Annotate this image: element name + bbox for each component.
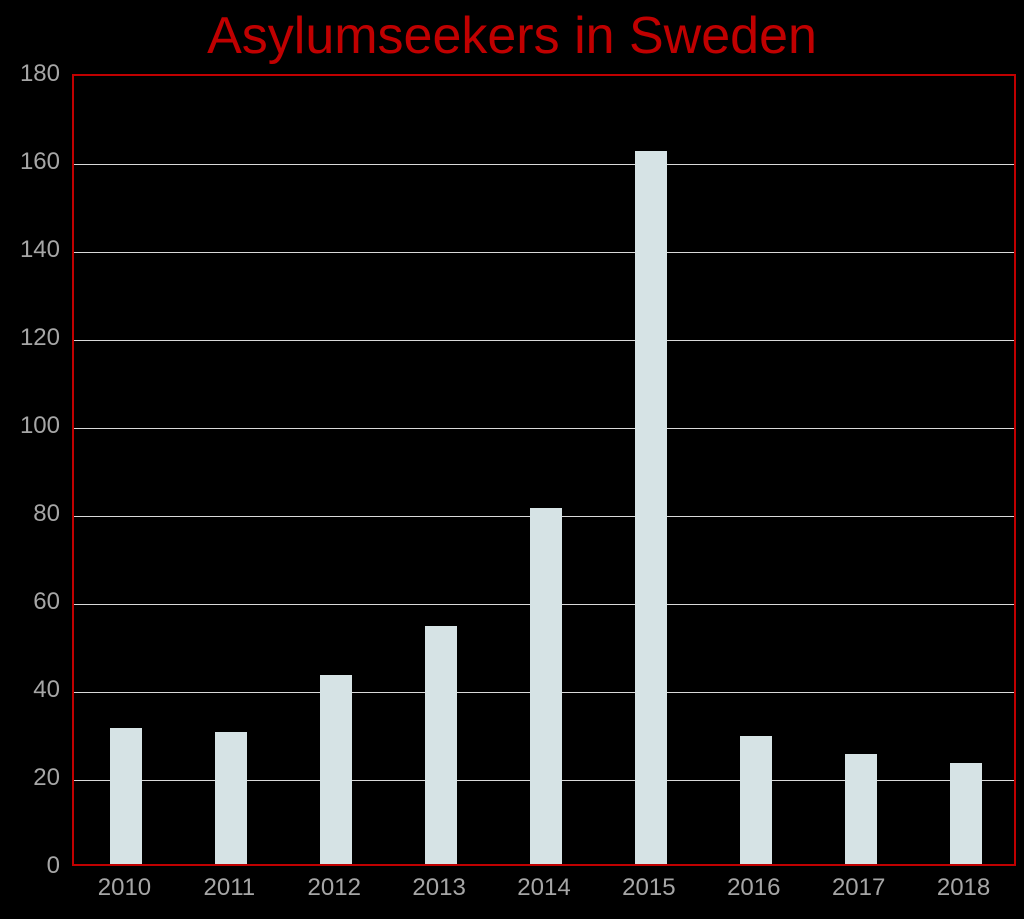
x-tick-label: 2018: [937, 874, 990, 902]
chart-title: Asylumseekers in Sweden: [0, 6, 1024, 66]
gridline: [74, 252, 1014, 253]
y-tick-label: 0: [0, 852, 60, 880]
bar: [110, 728, 142, 864]
y-tick-label: 100: [0, 412, 60, 440]
bar: [425, 626, 457, 864]
y-tick-label: 120: [0, 324, 60, 352]
y-tick-label: 140: [0, 236, 60, 264]
y-tick-label: 20: [0, 764, 60, 792]
y-tick-label: 80: [0, 500, 60, 528]
chart-container: Asylumseekers in Sweden 0 20 40 60 80 100 120 1…: [0, 0, 1024, 919]
x-tick-label: 2012: [308, 874, 361, 902]
bar: [950, 763, 982, 864]
gridline: [74, 428, 1014, 429]
bar: [635, 151, 667, 864]
y-tick-label: 40: [0, 676, 60, 704]
x-tick-label: 2016: [727, 874, 780, 902]
x-tick-label: 2014: [517, 874, 570, 902]
y-tick-label: 180: [0, 60, 60, 88]
bar: [845, 754, 877, 864]
x-tick-label: 2013: [412, 874, 465, 902]
x-tick-label: 2011: [204, 874, 256, 902]
bar: [530, 508, 562, 864]
x-tick-label: 2010: [98, 874, 151, 902]
gridline: [74, 340, 1014, 341]
y-tick-label: 60: [0, 588, 60, 616]
y-tick-label: 160: [0, 148, 60, 176]
x-tick-label: 2015: [622, 874, 675, 902]
bar: [320, 675, 352, 864]
bar: [215, 732, 247, 864]
x-tick-label: 2017: [832, 874, 885, 902]
gridline: [74, 164, 1014, 165]
plot-area: [72, 74, 1016, 866]
bar: [740, 736, 772, 864]
